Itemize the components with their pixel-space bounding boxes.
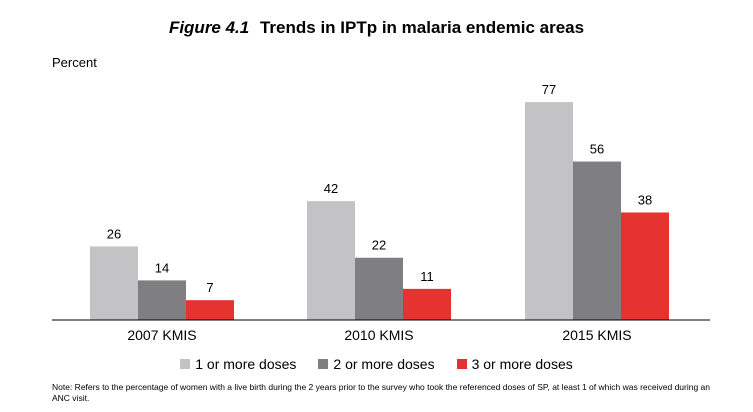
data-label: 26 — [107, 226, 121, 241]
y-axis-label: Percent — [52, 55, 97, 70]
chart-title: Figure 4.1 Trends in IPTp in malaria end… — [0, 18, 753, 38]
legend: 1 or more doses 2 or more doses 3 or more … — [0, 356, 753, 372]
bar — [90, 246, 138, 320]
data-label: 56 — [590, 142, 604, 157]
data-label: 22 — [372, 238, 386, 253]
data-label: 14 — [155, 260, 169, 275]
legend-item: 3 or more doses — [456, 356, 573, 372]
legend-swatch — [456, 359, 467, 369]
bar — [186, 300, 234, 320]
data-label: 42 — [324, 181, 338, 196]
bar — [621, 212, 669, 320]
figure-title: Trends in IPTp in malaria endemic areas — [259, 18, 585, 37]
bar — [355, 257, 403, 320]
legend-label: 3 or more doses — [471, 356, 573, 372]
legend-item: 2 or more doses — [318, 356, 435, 372]
bar — [403, 288, 451, 320]
bar — [138, 280, 186, 320]
legend-swatch — [180, 359, 191, 369]
data-label: 11 — [420, 269, 434, 284]
x-tick-label: 2010 KMIS — [344, 327, 413, 343]
figure-number: Figure 4.1 — [168, 18, 250, 37]
footnote: Note: Refers to the percentage of women … — [52, 382, 711, 403]
x-tick-label: 2015 KMIS — [562, 327, 631, 343]
bar — [307, 201, 355, 320]
data-label: 38 — [638, 192, 652, 207]
bar — [525, 102, 573, 320]
legend-swatch — [318, 359, 329, 369]
bar — [573, 161, 621, 320]
x-tick-label: 2007 KMIS — [127, 327, 196, 343]
legend-label: 2 or more doses — [333, 356, 435, 372]
data-label: 77 — [542, 82, 556, 97]
legend-label: 1 or more doses — [195, 356, 297, 372]
data-label: 7 — [206, 280, 213, 295]
legend-item: 1 or more doses — [180, 356, 296, 372]
